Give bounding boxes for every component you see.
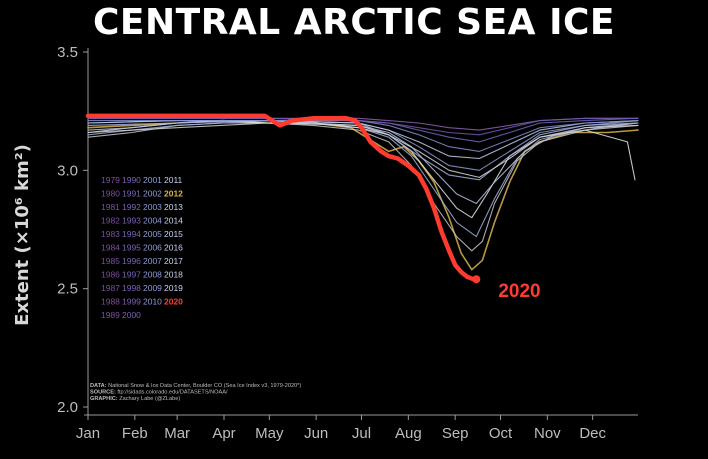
legend-year-1998: 1998: [122, 283, 141, 293]
series-line-2020: [85, 113, 479, 282]
label-2020: 2020: [498, 281, 540, 302]
y-tick-label: 3.5: [57, 44, 78, 61]
legend-year-1991: 1991: [122, 189, 141, 199]
chart-title: CENTRAL ARCTIC SEA ICE: [93, 2, 615, 43]
legend-year-1985: 1985: [101, 256, 120, 266]
legend-year-1996: 1996: [122, 256, 141, 266]
credit-line: GRAPHIC: Zachary Labe (@ZLabe): [90, 396, 180, 402]
y-tick-label: 2.5: [57, 281, 78, 298]
axes: 2.0 2.5 3.0 3.5 Jan Feb Mar Apr May Jun Jul Aug Sep O…: [57, 44, 638, 442]
y-tick-label: 2.0: [57, 399, 78, 416]
legend-year-2015: 2015: [164, 229, 183, 239]
legend-year-1981: 1981: [101, 202, 120, 212]
legend-year-2020: 2020: [164, 297, 183, 307]
x-tick-label: Feb: [122, 425, 148, 442]
series-end-marker-2020: [472, 275, 481, 284]
legend-year-1999: 1999: [122, 297, 141, 307]
legend-year-1997: 1997: [122, 270, 141, 280]
y-tick-label: 3.0: [57, 162, 78, 179]
legend-year-2019: 2019: [164, 283, 183, 293]
legend-year-2005: 2005: [143, 229, 162, 239]
legend-year-2006: 2006: [143, 243, 162, 253]
legend-year-1988: 1988: [101, 297, 120, 307]
legend-year-1992: 1992: [122, 202, 141, 212]
x-tick-label: Mar: [164, 425, 190, 442]
legend-year-1993: 1993: [122, 216, 141, 226]
legend-year-1984: 1984: [101, 243, 120, 253]
series-line-1990: [87, 117, 639, 136]
x-tick-label: Jul: [352, 425, 371, 442]
legend-year-2011: 2011: [164, 175, 183, 185]
legend-year-1983: 1983: [101, 229, 120, 239]
x-tick-label: Sep: [442, 425, 469, 442]
legend-year-1994: 1994: [122, 229, 141, 239]
x-tick-label: Apr: [212, 425, 235, 442]
legend-year-1982: 1982: [101, 216, 120, 226]
legend-year-1979: 1979: [101, 175, 120, 185]
legend-year-2004: 2004: [143, 216, 162, 226]
legend-year-1986: 1986: [101, 270, 120, 280]
x-tick-label: Dec: [579, 425, 606, 442]
credits: DATA: National Snow & Ice Data Center, B…: [90, 383, 301, 402]
legend-year-2013: 2013: [164, 202, 183, 212]
legend-year-1990: 1990: [122, 175, 141, 185]
y-axis-label: Extent (×10⁶ km²): [12, 144, 33, 326]
x-tick-label: Oct: [489, 425, 513, 442]
x-tick-label: Jan: [76, 425, 100, 442]
legend-year-2014: 2014: [164, 216, 183, 226]
legend-year-2008: 2008: [143, 270, 162, 280]
x-tick-label: Aug: [395, 425, 422, 442]
legend-year-2000: 2000: [122, 310, 141, 320]
legend-year-1995: 1995: [122, 243, 141, 253]
legend-year-2001: 2001: [143, 175, 162, 185]
legend-year-2018: 2018: [164, 270, 183, 280]
credit-line: SOURCE: ftp://sidads.colorado.edu/DATASE…: [90, 390, 228, 396]
legend-year-2012: 2012: [164, 189, 183, 199]
legend-year-2017: 2017: [164, 256, 183, 266]
credit-line: DATA: National Snow & Ice Data Center, B…: [90, 383, 301, 389]
series-layer: [85, 113, 639, 284]
series-line-2003: [87, 120, 639, 152]
legend: 1979 1990 2001 2011 1980 1991 2002 2012 1981 1992…: [101, 175, 183, 320]
legend-year-2010: 2010: [143, 297, 162, 307]
series-line-2018: [87, 122, 639, 178]
legend-year-2007: 2007: [143, 256, 162, 266]
x-tick-label: May: [255, 425, 284, 442]
legend-year-1980: 1980: [101, 189, 120, 199]
legend-year-2009: 2009: [143, 283, 162, 293]
x-tick-label: Jun: [304, 425, 328, 442]
x-tick-label: Nov: [534, 425, 561, 442]
legend-year-2016: 2016: [164, 243, 183, 253]
legend-year-2003: 2003: [143, 202, 162, 212]
legend-year-1989: 1989: [101, 310, 120, 320]
legend-year-2002: 2002: [143, 189, 162, 199]
legend-year-1987: 1987: [101, 283, 120, 293]
